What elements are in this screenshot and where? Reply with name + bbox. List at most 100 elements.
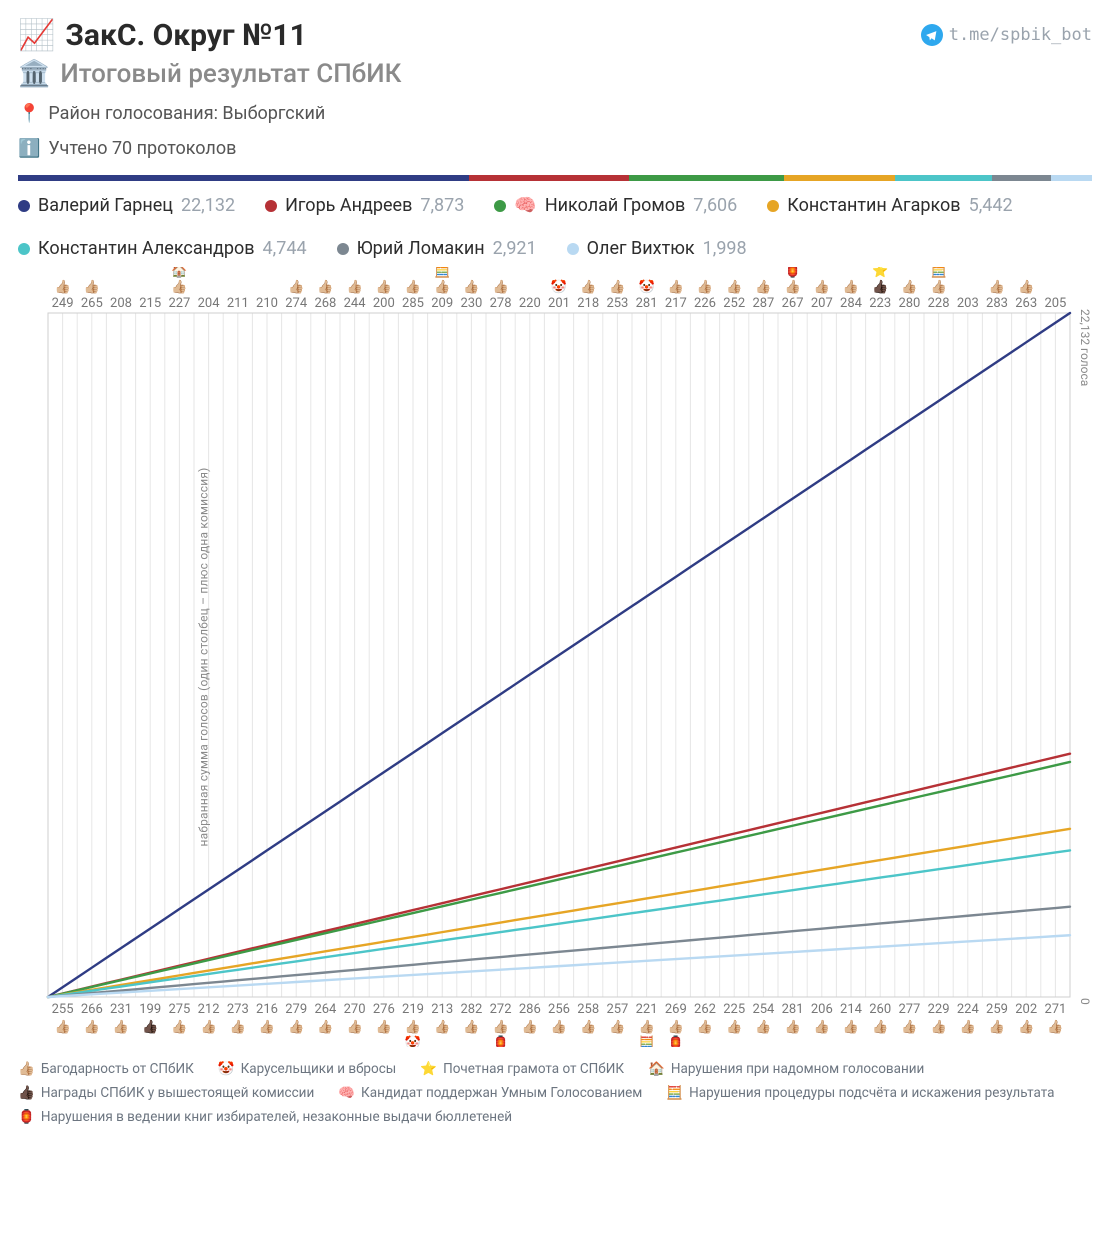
svg-text:219: 219 <box>402 1002 424 1017</box>
svg-text:204: 204 <box>198 296 221 311</box>
legend-item: Юрий Ломакин2,921 <box>337 238 537 259</box>
icon-legend-emoji: 🧮 <box>666 1085 683 1101</box>
svg-text:282: 282 <box>460 1002 482 1017</box>
svg-text:👍🏼: 👍🏼 <box>814 1019 830 1035</box>
svg-text:205: 205 <box>1044 296 1066 311</box>
icon-legend-item: ⭐Почетная грамота от СПбИК <box>420 1061 624 1077</box>
svg-text:286: 286 <box>519 1002 541 1017</box>
svg-text:🏮: 🏮 <box>668 1035 684 1047</box>
protocols-label: Учтено 70 протоколов <box>48 138 236 159</box>
svg-text:284: 284 <box>840 296 863 311</box>
subtitle: 🏛️ Итоговый результат СПбИК <box>18 59 401 89</box>
svg-text:268: 268 <box>314 296 336 311</box>
stripe-segment <box>895 175 992 181</box>
telegram-link[interactable]: t.me/spbik_bot <box>921 24 1092 46</box>
svg-text:218: 218 <box>577 296 599 311</box>
svg-text:👍🏼: 👍🏼 <box>347 279 363 295</box>
svg-text:👍🏼: 👍🏼 <box>201 1019 217 1035</box>
svg-text:287: 287 <box>752 296 774 311</box>
svg-text:215: 215 <box>139 296 161 311</box>
svg-text:👍🏼: 👍🏼 <box>493 1019 509 1035</box>
svg-text:271: 271 <box>1044 1002 1066 1017</box>
legend-emoji: 🧠 <box>514 195 536 216</box>
svg-text:👍🏼: 👍🏼 <box>872 1019 888 1035</box>
svg-text:👍🏼: 👍🏼 <box>901 279 917 295</box>
svg-text:👍🏼: 👍🏼 <box>668 279 684 295</box>
svg-text:👍🏼: 👍🏼 <box>580 1019 596 1035</box>
legend-color-dot <box>337 243 349 255</box>
svg-text:259: 259 <box>986 1002 1008 1017</box>
stripe-segment <box>469 175 629 181</box>
svg-text:258: 258 <box>577 1002 599 1017</box>
svg-text:216: 216 <box>256 1002 278 1017</box>
legend-item: 🧠Николай Громов7,606 <box>494 195 737 216</box>
icon-legend-item: 🏠Нарушения при надомном голосовании <box>648 1061 924 1077</box>
svg-text:264: 264 <box>314 1002 337 1017</box>
svg-text:231: 231 <box>110 1002 132 1017</box>
svg-text:👍🏼: 👍🏼 <box>171 279 187 295</box>
svg-text:255: 255 <box>52 1002 74 1017</box>
svg-text:249: 249 <box>52 296 74 311</box>
svg-text:🤡: 🤡 <box>639 279 655 295</box>
svg-text:👍🏼: 👍🏼 <box>609 1019 625 1035</box>
svg-text:👍🏼: 👍🏼 <box>84 1019 100 1035</box>
series-legend: Валерий Гарнец22,132Игорь Андреев7,873🧠Н… <box>18 195 1092 259</box>
svg-text:👍🏼: 👍🏼 <box>843 1019 859 1035</box>
top-tick-labels: 2492652082152272042112102742682442002852… <box>52 296 1067 311</box>
icon-legend-emoji: 🏮 <box>18 1109 35 1125</box>
legend-value: 4,744 <box>263 238 307 259</box>
svg-text:252: 252 <box>723 296 745 311</box>
legend-name: Николай Громов <box>545 195 685 216</box>
bottom-tick-labels: 2552662311992752122732162792642702762192… <box>52 1002 1067 1017</box>
icon-legend-item: 🏮 Нарушения в ведении книг избирателей, н… <box>18 1109 512 1125</box>
svg-text:👍🏼: 👍🏼 <box>726 1019 742 1035</box>
svg-text:🧮: 🧮 <box>931 267 947 279</box>
building-icon: 🏛️ <box>18 59 50 89</box>
svg-text:👍🏼: 👍🏼 <box>376 279 392 295</box>
svg-text:257: 257 <box>606 1002 628 1017</box>
svg-text:👍🏼: 👍🏼 <box>1018 279 1034 295</box>
svg-text:275: 275 <box>168 1002 190 1017</box>
svg-text:214: 214 <box>840 1002 863 1017</box>
svg-text:👍🏼: 👍🏼 <box>230 1019 246 1035</box>
svg-text:224: 224 <box>957 1002 980 1017</box>
svg-text:223: 223 <box>869 296 891 311</box>
icon-legend-label: Багодарность от СПбИК <box>41 1061 194 1077</box>
svg-text:210: 210 <box>256 296 278 311</box>
svg-text:269: 269 <box>665 1002 687 1017</box>
line-chart: 2492652082152272042112102742682442002852… <box>18 267 1092 1047</box>
svg-text:👍🏼: 👍🏼 <box>463 1019 479 1035</box>
svg-text:209: 209 <box>431 296 453 311</box>
svg-text:213: 213 <box>431 1002 453 1017</box>
svg-text:254: 254 <box>752 1002 775 1017</box>
svg-text:⭐: ⭐ <box>872 267 888 279</box>
svg-text:200: 200 <box>373 296 395 311</box>
icon-legend-label: Кандидат поддержан Умным Голосованием <box>361 1085 642 1101</box>
info-icon: ℹ️ <box>18 138 40 159</box>
svg-text:👍🏼: 👍🏼 <box>785 279 801 295</box>
svg-text:212: 212 <box>198 1002 220 1017</box>
district-meta: 📍 Район голосования: Выборгский <box>18 103 401 124</box>
svg-text:281: 281 <box>636 296 658 311</box>
svg-text:226: 226 <box>694 296 716 311</box>
legend-name: Олег Вихтюк <box>587 238 695 259</box>
svg-text:👍🏼: 👍🏼 <box>171 1019 187 1035</box>
stripe-segment <box>992 175 1052 181</box>
svg-text:202: 202 <box>1015 1002 1037 1017</box>
svg-text:👍🏼: 👍🏼 <box>259 1019 275 1035</box>
svg-text:👍🏼: 👍🏼 <box>726 279 742 295</box>
svg-text:👍🏼: 👍🏼 <box>580 279 596 295</box>
svg-text:👍🏼: 👍🏼 <box>434 1019 450 1035</box>
svg-text:221: 221 <box>636 1002 658 1017</box>
svg-text:👍🏼: 👍🏼 <box>785 1019 801 1035</box>
svg-text:👍🏼: 👍🏼 <box>551 1019 567 1035</box>
svg-text:265: 265 <box>81 296 103 311</box>
svg-text:253: 253 <box>606 296 628 311</box>
legend-name: Константин Александров <box>38 238 255 259</box>
svg-text:207: 207 <box>811 296 833 311</box>
svg-text:225: 225 <box>723 1002 745 1017</box>
svg-text:👍🏼: 👍🏼 <box>288 1019 304 1035</box>
svg-text:270: 270 <box>344 1002 366 1017</box>
svg-text:230: 230 <box>460 296 482 311</box>
icon-legend-label: Нарушения в ведении книг избирателей, не… <box>41 1109 512 1125</box>
